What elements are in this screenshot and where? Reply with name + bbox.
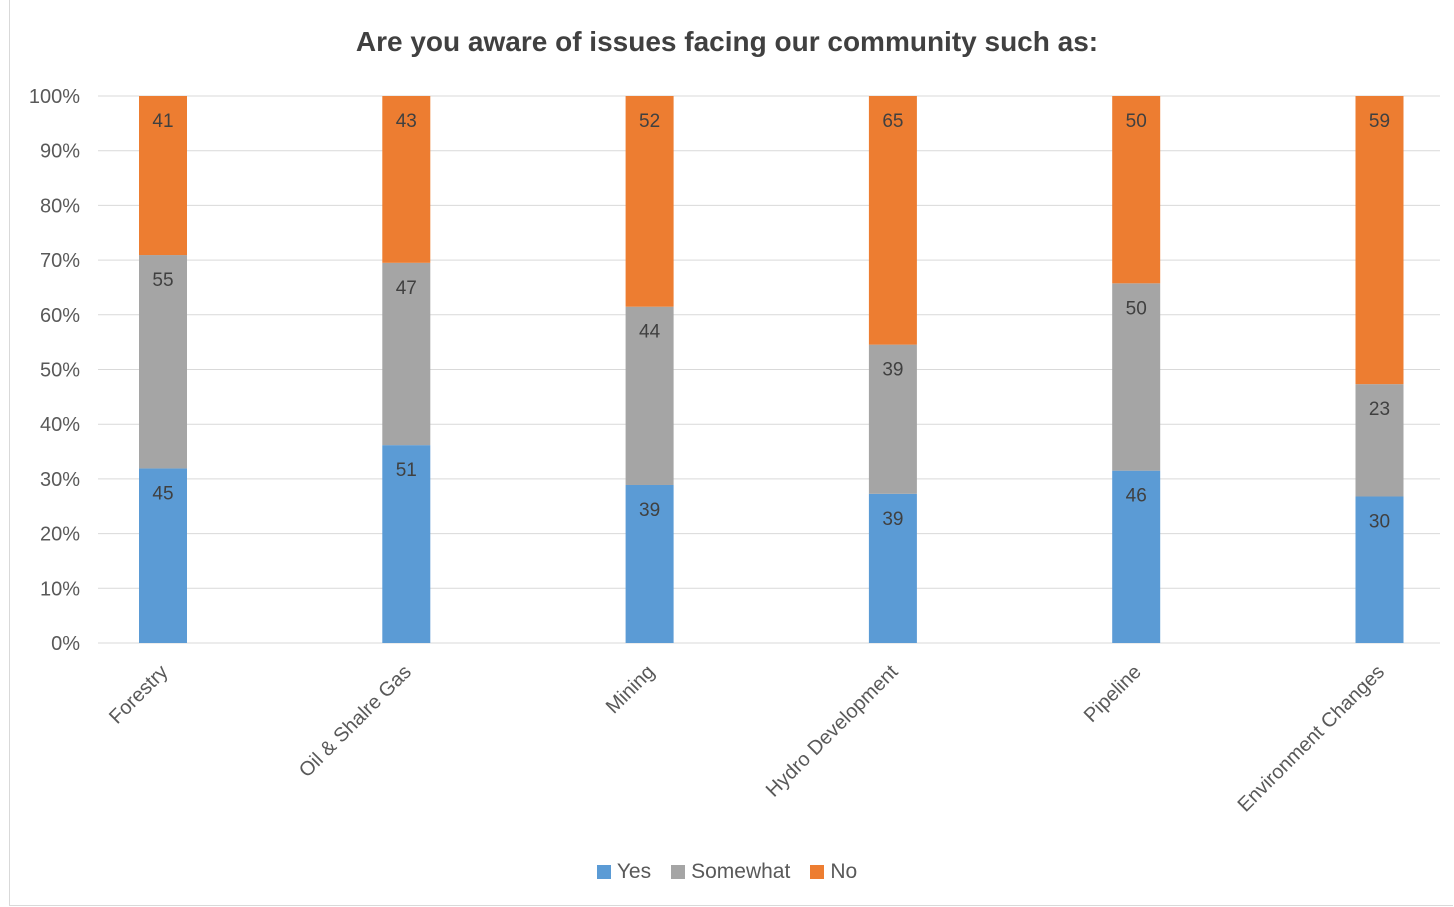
data-label: 39 [639,500,660,521]
y-tick-label: 70% [40,250,80,272]
data-label: 65 [882,111,903,132]
data-label: 41 [152,111,173,132]
bar-segment [1355,96,1404,385]
data-label: 52 [639,111,660,132]
y-tick-label: 100% [29,86,80,108]
bar-segment [1112,470,1161,643]
data-label: 50 [1126,111,1147,132]
legend-swatch [596,865,611,879]
y-tick-label: 40% [40,414,80,436]
y-tick-label: 10% [40,578,80,600]
data-label: 47 [396,278,417,299]
y-tick-label: 60% [40,305,80,327]
data-label: 30 [1369,511,1390,532]
legend-item: Somewhat [671,860,790,884]
bar-segment [139,96,187,256]
legend-label: Somewhat [691,860,791,883]
data-label: 55 [152,270,173,291]
bar-segment [868,344,917,494]
legend-swatch [671,865,686,879]
y-tick-label: 20% [40,524,80,546]
bar-segment [1112,96,1161,284]
bar-segment [1355,496,1404,643]
bar-segment [382,445,431,643]
bar-segment [868,96,917,345]
bar-segment [625,306,674,485]
y-tick-label: 0% [51,633,80,655]
legend-label: Yes [616,860,652,883]
y-tick-label: 30% [40,469,80,491]
data-label: 44 [639,322,661,343]
bar-segment [625,484,674,643]
data-label: 39 [882,509,903,530]
bar-segment [382,96,431,263]
data-label: 51 [396,460,417,481]
data-label: 46 [1126,486,1147,507]
legend: Yes Somewhat No [0,860,1454,884]
bar-segment [139,468,187,643]
y-tick-label: 80% [40,195,80,217]
legend-label: No [830,860,858,883]
x-tick-label: Environment Changes [1234,661,1389,816]
chart-frame [9,0,1453,906]
x-tick-label: Forestry [105,661,172,728]
x-tick-label: Hydro Development [762,661,903,802]
bar-segment [1355,384,1404,497]
data-label: 59 [1369,111,1390,132]
bar-segment [139,255,187,469]
chart-title: Are you aware of issues facing our commu… [355,26,1099,57]
bar-segment [382,262,431,446]
bar-segment [868,493,917,643]
legend-item: No [810,860,857,884]
data-label: 43 [396,111,417,132]
y-tick-label: 90% [40,141,80,163]
legend-swatch [810,865,825,879]
data-label: 45 [152,483,173,504]
x-tick-label: Oil & Shalre Gas [295,661,416,782]
data-label: 39 [882,360,903,381]
x-tick-label: Mining [602,661,659,718]
data-label: 23 [1369,399,1390,420]
bar-segment [625,96,674,307]
data-label: 50 [1126,298,1147,319]
x-tick-label: Pipeline [1080,661,1146,727]
y-tick-label: 50% [40,360,80,382]
bar-segment [1112,283,1161,471]
legend-item: Yes [596,860,652,884]
